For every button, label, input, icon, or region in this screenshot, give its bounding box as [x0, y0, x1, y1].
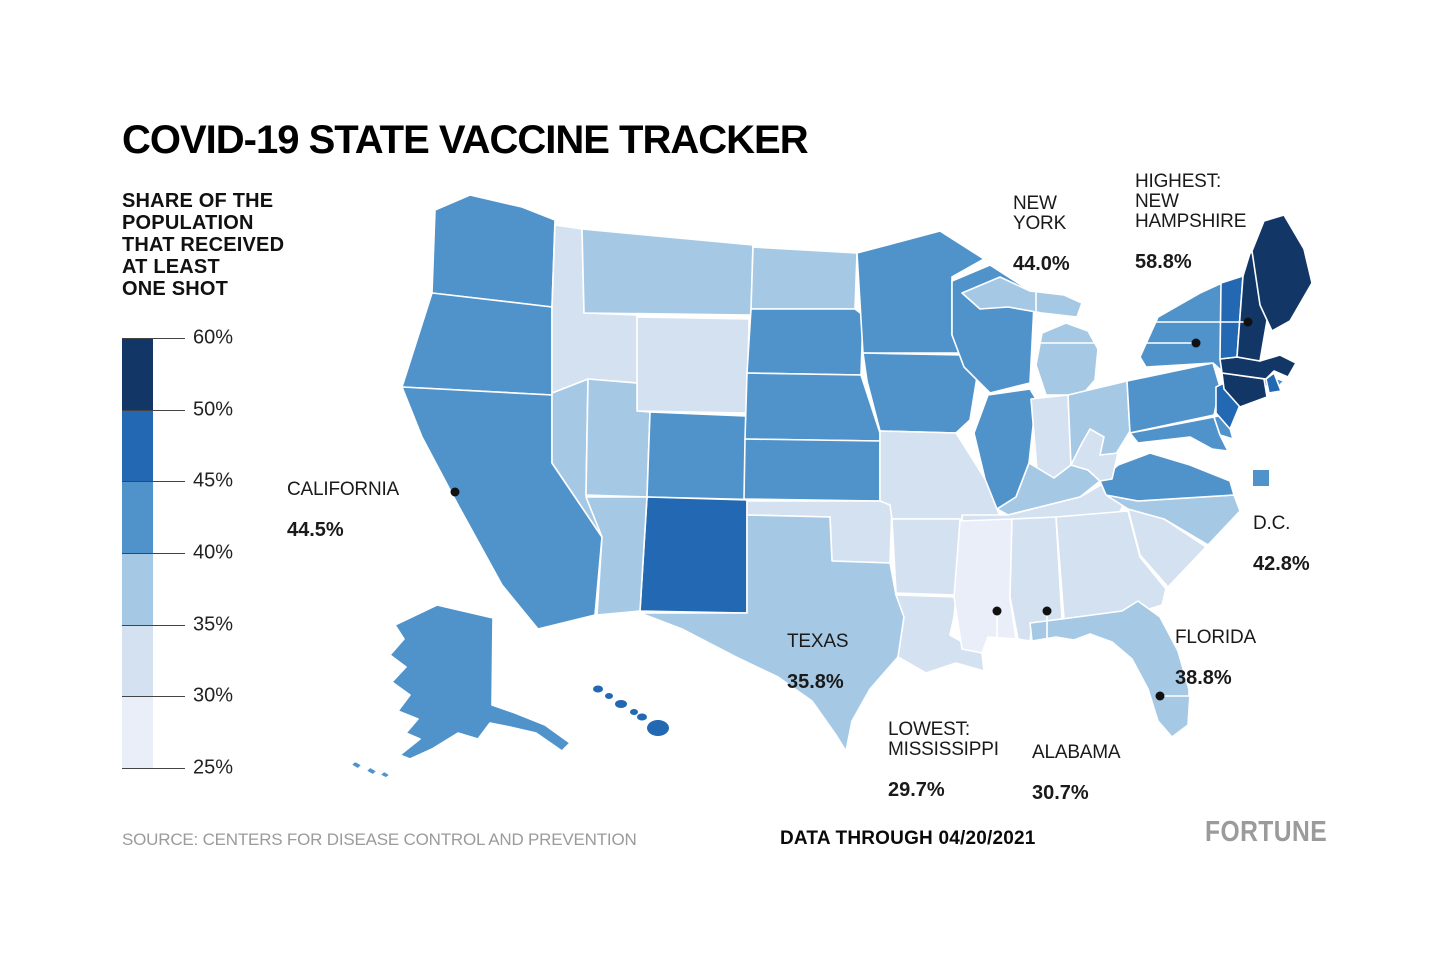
callout-value: 30.7% — [1032, 782, 1089, 804]
legend-tick — [122, 768, 185, 769]
callout-california: CALIFORNIA 44.5% — [287, 460, 399, 541]
fortune-logo: FORTUNE — [1205, 816, 1328, 848]
callout-florida: FLORIDA 38.8% — [1175, 608, 1256, 689]
legend-seg-35-40 — [122, 553, 153, 625]
callout-label: NEW YORK — [1013, 193, 1067, 234]
state-wyoming — [636, 316, 750, 414]
dc-color-swatch — [1253, 470, 1269, 486]
legend-tick — [122, 338, 185, 339]
callout-label: ALABAMA — [1032, 742, 1121, 763]
callout-label: LOWEST: MISSISSIPPI — [888, 719, 999, 760]
callout-mississippi: LOWEST: MISSISSIPPI 29.7% — [888, 700, 999, 801]
legend-tick-label: 25% — [193, 756, 234, 779]
legend-seg-30-35 — [122, 624, 153, 697]
callout-new-york: NEW YORK 44.0% — [1013, 174, 1070, 275]
legend-tick — [122, 696, 185, 698]
legend-seg-50-60 — [122, 338, 153, 410]
state-alaska — [389, 604, 571, 760]
legend-tick-label: 30% — [193, 684, 234, 707]
state-virginia — [1099, 452, 1235, 502]
callout-value: 58.8% — [1135, 251, 1192, 273]
legend-seg-45-50 — [122, 409, 153, 482]
legend-bar — [122, 338, 153, 768]
legend-seg-25-30 — [122, 696, 153, 768]
callout-value: 42.8% — [1253, 553, 1310, 575]
state-arkansas — [891, 518, 961, 596]
state-indiana — [1030, 394, 1072, 479]
state-washington — [431, 194, 556, 308]
callout-label: TEXAS — [787, 631, 849, 652]
state-montana — [581, 228, 754, 316]
callout-alabama: ALABAMA 30.7% — [1032, 723, 1121, 804]
callout-label: FLORIDA — [1175, 627, 1256, 648]
legend-tick-label: 60% — [193, 326, 234, 349]
callout-value: 44.0% — [1013, 253, 1070, 275]
page-title: COVID-19 STATE VACCINE TRACKER — [122, 118, 809, 162]
state-oregon — [401, 292, 553, 396]
legend-tick-label: 45% — [193, 469, 234, 492]
callout-value: 35.8% — [787, 671, 844, 693]
callout-label: CALIFORNIA — [287, 479, 400, 500]
state-michigan — [961, 276, 1099, 396]
state-north-dakota — [750, 246, 858, 310]
state-west-virginia — [1070, 428, 1119, 482]
callout-texas: TEXAS 35.8% — [787, 612, 849, 693]
legend-tick — [122, 624, 185, 626]
leader-line-florida — [1160, 655, 1190, 697]
state-missouri — [879, 430, 1001, 520]
callout-dot-alabama — [1042, 606, 1052, 616]
leader-line-new-york — [1035, 247, 1196, 344]
color-scale-legend: 60% 50% 45% 40% 35% 30% 25% — [122, 327, 362, 779]
callout-value: 38.8% — [1175, 667, 1232, 689]
state-florida — [1029, 600, 1191, 738]
callout-dot-mississippi — [992, 606, 1002, 616]
data-through-date: DATA THROUGH 04/20/2021 — [780, 828, 1036, 849]
callout-value: 44.5% — [287, 519, 344, 541]
callout-label: HIGHEST: NEW HAMPSHIRE — [1135, 171, 1247, 232]
state-maine — [1251, 214, 1313, 332]
callout-dc: D.C. 42.8% — [1253, 450, 1310, 575]
legend-seg-40-45 — [122, 481, 153, 553]
state-texas — [639, 514, 907, 752]
state-arizona — [585, 496, 648, 616]
us-choropleth-map — [350, 194, 1313, 779]
legend-tick — [122, 481, 185, 483]
callout-value: 29.7% — [888, 779, 945, 801]
legend-tick-label: 40% — [193, 541, 234, 564]
state-alaska-aleutians — [350, 760, 391, 779]
legend-tick — [122, 409, 185, 411]
state-new-mexico — [639, 496, 748, 614]
state-mississippi — [953, 518, 1017, 654]
source-credit: SOURCE: CENTERS FOR DISEASE CONTROL AND … — [122, 830, 637, 849]
legend-caption: SHARE OF THE POPULATION THAT RECEIVED AT… — [122, 190, 285, 300]
state-nebraska — [744, 372, 881, 442]
callout-dot-florida — [1155, 691, 1165, 701]
callout-label: D.C. — [1253, 513, 1291, 534]
state-iowa — [862, 352, 978, 434]
legend-tick-label: 35% — [193, 613, 234, 636]
state-hawaii — [593, 685, 669, 736]
state-south-dakota — [746, 308, 864, 376]
legend-tick-label: 50% — [193, 398, 234, 421]
callout-new-hampshire: HIGHEST: NEW HAMPSHIRE 58.8% — [1135, 152, 1246, 273]
callout-dot-new-york — [1191, 338, 1201, 348]
leader-line-mississippi — [978, 611, 998, 713]
callout-dot-california — [450, 487, 460, 497]
state-rhode-island — [1265, 372, 1282, 394]
legend-tick — [122, 553, 185, 554]
leader-line-new-hampshire — [1149, 243, 1248, 323]
state-kansas — [743, 438, 881, 502]
callout-dot-new-hampshire — [1243, 317, 1253, 327]
state-louisiana — [895, 594, 985, 674]
